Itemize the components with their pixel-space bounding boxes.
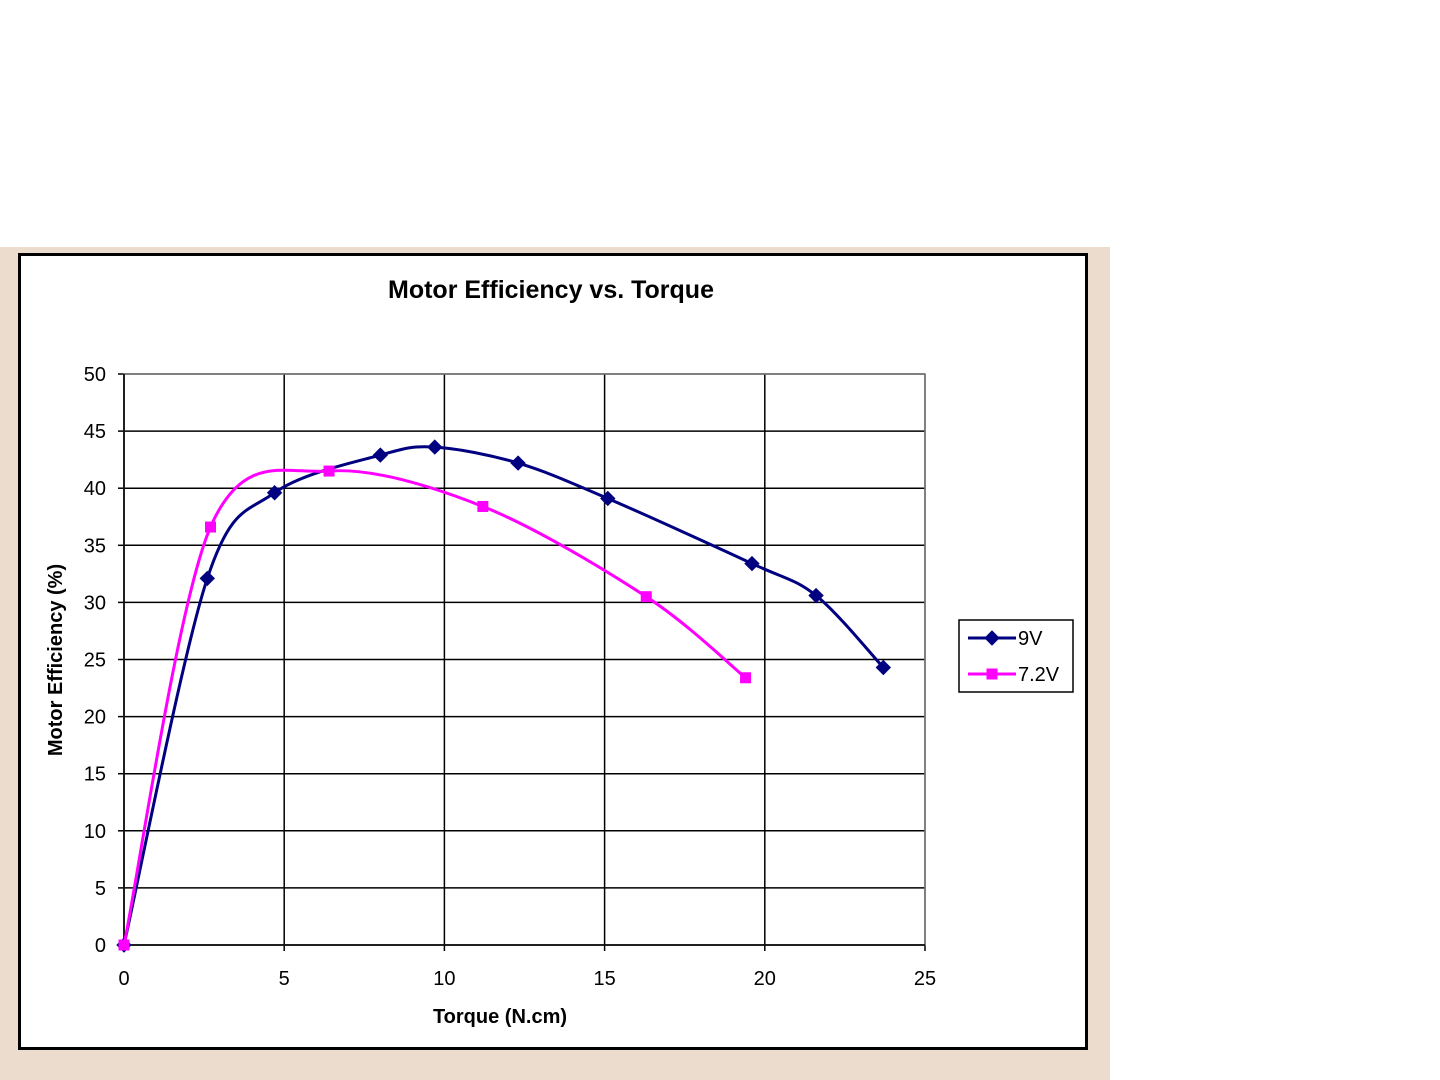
legend-box: [958, 619, 1074, 693]
series-line-9V: [122, 445, 885, 946]
y-tick-label: 45: [84, 421, 106, 443]
chart-frame: Motor Efficiency vs. Torque 0 5 10 15 20 25 30…: [0, 247, 1110, 1080]
chart-area: Motor Efficiency vs. Torque 0 5 10 15 20 25 30…: [18, 253, 1088, 1050]
y-tick-label: 5: [95, 878, 106, 900]
data-point-7-2V: [118, 939, 130, 951]
data-point-7-2V: [477, 500, 489, 512]
y-axis-title: Motor Efficiency (%): [45, 564, 67, 756]
tick-labels: 0 5 10 15 20 25 30 35 40 45 50 0 5 10 15 20 25: [84, 364, 936, 990]
grid-lines: [123, 373, 926, 946]
legend-marker: [986, 668, 998, 680]
y-tick-label: 15: [84, 764, 106, 786]
data-point-7-2V: [740, 672, 752, 684]
data-point-7-2V: [205, 521, 217, 533]
y-tick-label: 50: [84, 364, 106, 386]
data-point-7-2V: [323, 465, 335, 477]
x-tick-label: 5: [279, 968, 290, 990]
chart-title: Motor Efficiency vs. Torque: [388, 276, 714, 304]
data-point-9V: [808, 587, 824, 604]
x-tick-label: 0: [118, 968, 129, 990]
data-point-9V: [600, 490, 616, 507]
y-tick-label: 10: [84, 821, 106, 843]
legend-label: 7.2V: [1018, 664, 1060, 686]
y-tick-label: 30: [84, 592, 106, 614]
data-point-9V: [199, 570, 216, 587]
x-axis-title: Torque (N.cm): [433, 1006, 567, 1028]
motor-efficiency-chart: Motor Efficiency vs. Torque 0 5 10 15 20 25 30…: [45, 276, 1074, 1028]
data-point-7-2V: [640, 591, 652, 603]
data-point-9V: [875, 659, 892, 676]
axes: [118, 373, 926, 951]
y-tick-label: 20: [84, 707, 106, 729]
legend-label: 9V: [1018, 628, 1043, 650]
y-tick-label: 0: [95, 935, 106, 957]
data-point-9V: [266, 485, 283, 501]
y-tick-label: 40: [84, 478, 106, 500]
y-tick-label: 25: [84, 650, 106, 672]
y-tick-label: 35: [84, 535, 106, 557]
x-tick-label: 10: [433, 968, 455, 990]
x-tick-label: 15: [593, 968, 615, 990]
series-line-7-2V: [122, 468, 747, 946]
data-point-9V: [510, 455, 526, 471]
data-point-9V: [372, 447, 389, 463]
data-point-9V: [744, 555, 760, 572]
legend-marker: [984, 630, 1000, 646]
legend: 9V 7.2V: [958, 619, 1074, 693]
data-point-9V: [427, 439, 443, 455]
x-tick-label: 20: [754, 968, 776, 990]
x-tick-label: 25: [914, 968, 936, 990]
series-group: [116, 439, 892, 953]
